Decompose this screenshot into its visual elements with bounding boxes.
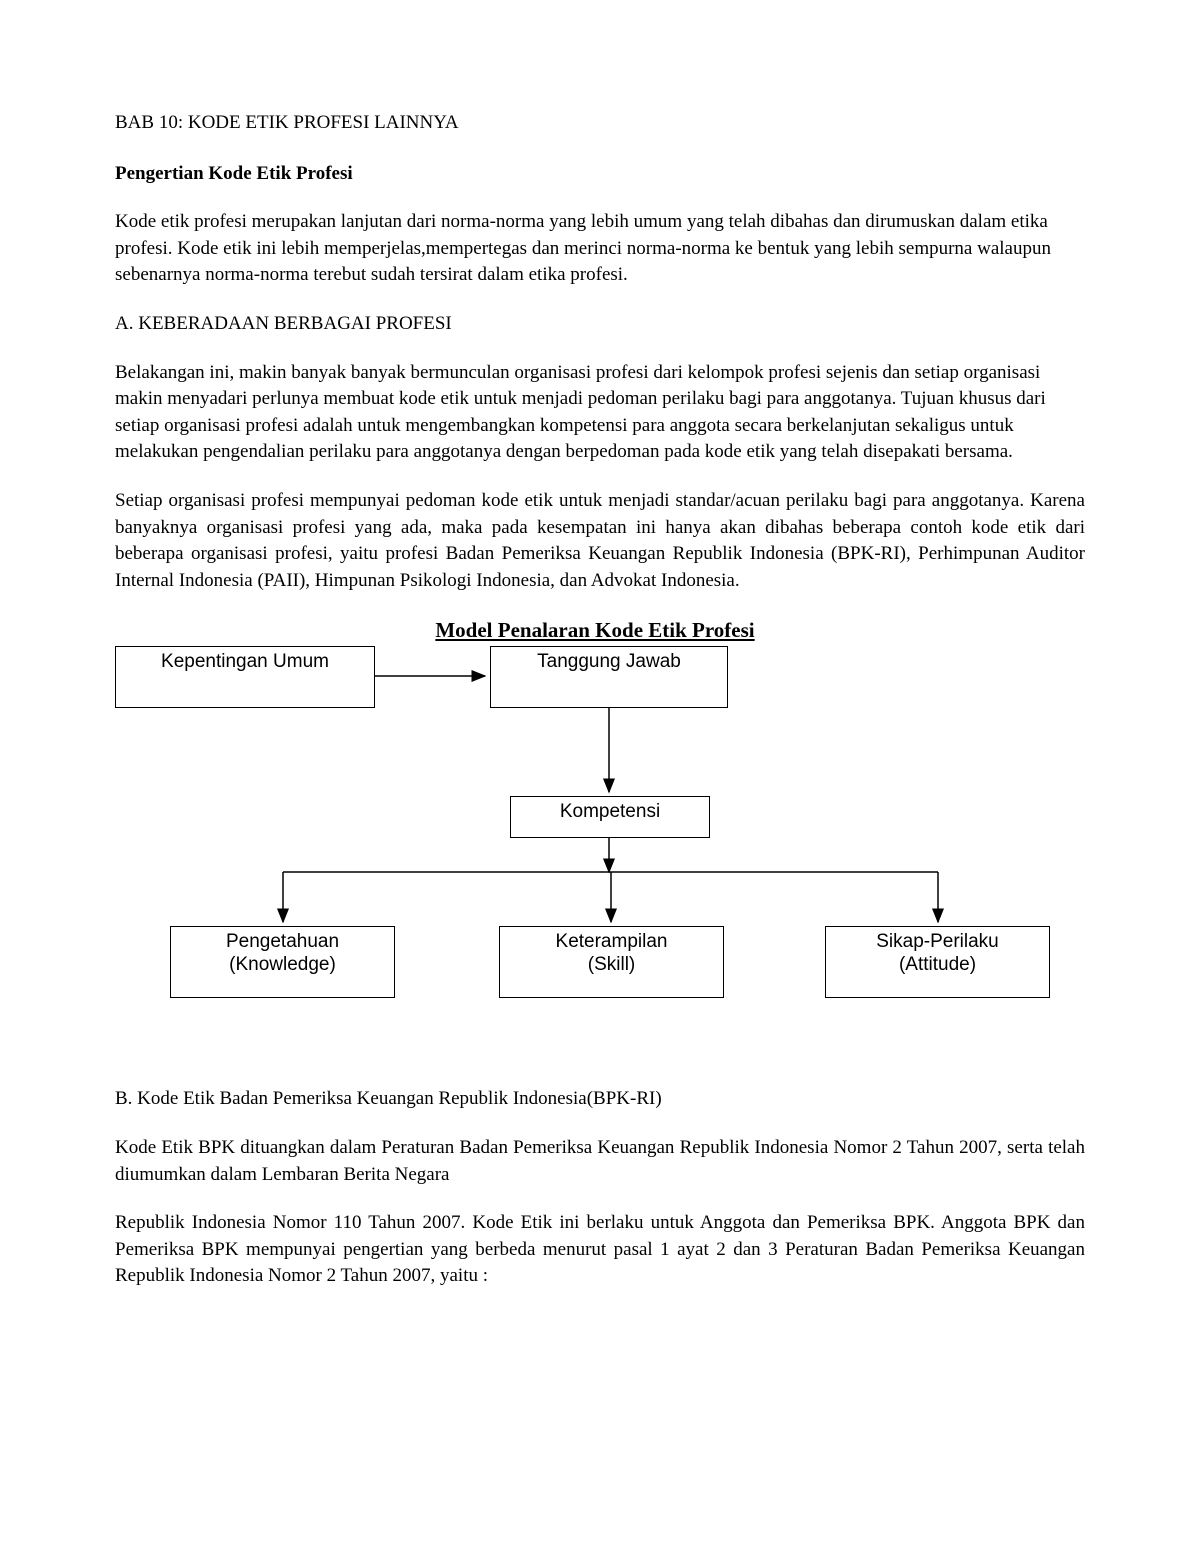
node-label: Keterampilan bbox=[556, 931, 668, 954]
paragraph-b1: Kode Etik BPK dituangkan dalam Peraturan… bbox=[115, 1135, 1085, 1188]
node-label: Kompetensi bbox=[560, 801, 660, 824]
node-sublabel: (Knowledge) bbox=[229, 954, 336, 977]
paragraph-a1: Belakangan ini, makin banyak banyak berm… bbox=[115, 360, 1085, 466]
paragraph-intro: Kode etik profesi merupakan lanjutan dar… bbox=[115, 209, 1085, 289]
node-label: Sikap-Perilaku bbox=[876, 931, 999, 954]
chapter-title: BAB 10: KODE ETIK PROFESI LAINNYA bbox=[115, 110, 1085, 137]
heading-section-a: A. KEBERADAAN BERBAGAI PROFESI bbox=[115, 311, 1085, 338]
node-label: Kepentingan Umum bbox=[161, 651, 329, 674]
node-kompetensi: Kompetensi bbox=[510, 796, 710, 838]
heading-section-b: B. Kode Etik Badan Pemeriksa Keuangan Re… bbox=[115, 1086, 1085, 1113]
heading-pengertian: Pengertian Kode Etik Profesi bbox=[115, 161, 1085, 188]
node-sublabel: (Attitude) bbox=[899, 954, 976, 977]
node-kepentingan-umum: Kepentingan Umum bbox=[115, 646, 375, 708]
paragraph-b2: Republik Indonesia Nomor 110 Tahun 2007.… bbox=[115, 1210, 1085, 1290]
node-label: Pengetahuan bbox=[226, 931, 339, 954]
flowchart-diagram: Model Penalaran Kode Etik Profesi Kepent… bbox=[115, 616, 1075, 1046]
paragraph-a2: Setiap organisasi profesi mempunyai pedo… bbox=[115, 488, 1085, 594]
node-label: Tanggung Jawab bbox=[537, 651, 681, 674]
node-sikap-perilaku: Sikap-Perilaku (Attitude) bbox=[825, 926, 1050, 998]
diagram-title: Model Penalaran Kode Etik Profesi bbox=[115, 616, 1075, 645]
node-pengetahuan: Pengetahuan (Knowledge) bbox=[170, 926, 395, 998]
node-sublabel: (Skill) bbox=[588, 954, 636, 977]
node-tanggung-jawab: Tanggung Jawab bbox=[490, 646, 728, 708]
node-keterampilan: Keterampilan (Skill) bbox=[499, 926, 724, 998]
